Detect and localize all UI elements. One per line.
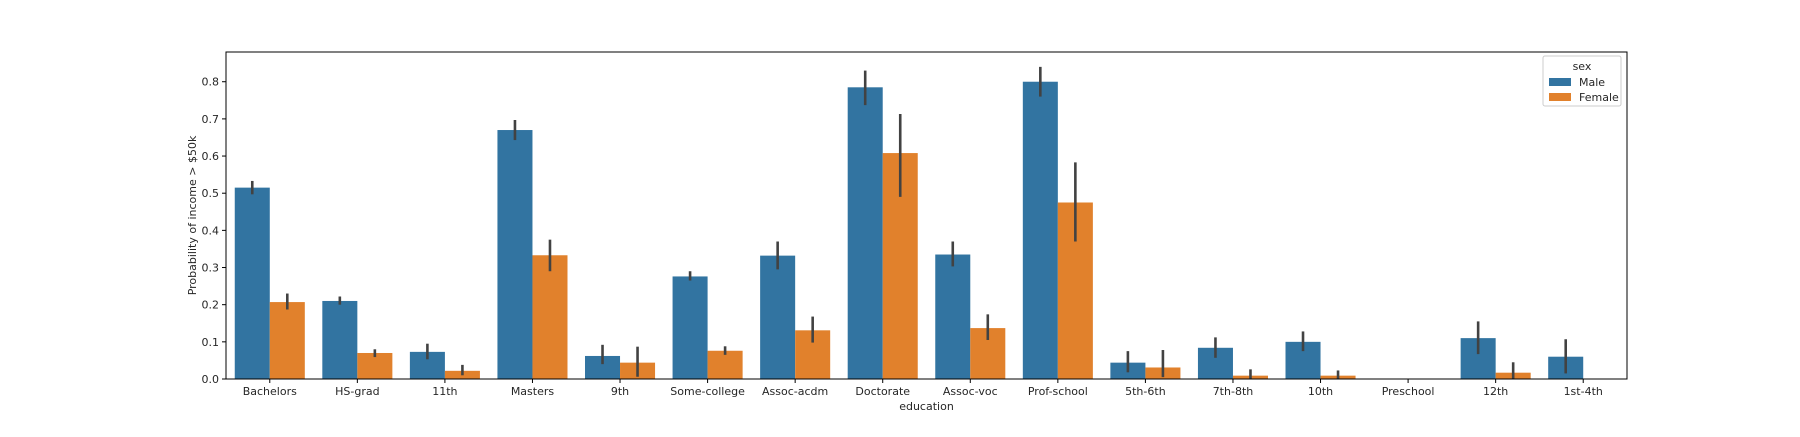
x-tick-label: Preschool [1382,385,1435,398]
bar-female-masters [532,255,568,379]
bar-female-bachelors [269,302,305,379]
x-tick-label: Bachelors [243,385,297,398]
y-tick-label: 0.4 [202,224,220,237]
bar-male-assoc-voc [935,254,971,379]
y-axis: 0.0 0.1 0.2 0.3 0.4 0.5 0.6 0.7 0.8 [202,76,226,386]
x-tick-label: 5th-6th [1125,385,1166,398]
x-tick-label: Assoc-acdm [762,385,828,398]
y-tick-label: 0.0 [202,373,220,386]
x-tick-label: HS-grad [335,385,379,398]
x-tick-label: Some-college [670,385,745,398]
y-tick-label: 0.8 [202,76,220,89]
x-tick-label: 10th [1308,385,1333,398]
bar-male-masters [497,130,533,379]
x-tick-label: Doctorate [855,385,910,398]
x-tick-label: 11th [432,385,457,398]
bar-male-some-college [672,276,708,379]
bars-layer [234,81,1584,380]
bar-male-doctorate [847,87,883,379]
bar-female-some-college [707,350,743,379]
y-tick-label: 0.3 [202,262,220,275]
bar-male-bachelors [234,187,270,379]
y-tick-label: 0.7 [202,113,220,126]
legend: sex Male Female [1542,55,1622,107]
x-axis: Bachelors HS-grad 11th Masters 9th Some-colle… [243,379,1603,398]
y-tick-label: 0.6 [202,150,220,163]
bar-male-assoc-acdm [760,255,796,379]
bar-male-hs-grad [322,300,358,379]
x-tick-label: 12th [1483,385,1508,398]
x-axis-label: education [899,400,954,413]
legend-title: sex [1573,60,1592,73]
y-tick-label: 0.1 [202,336,220,349]
y-tick-label: 0.5 [202,187,220,200]
x-tick-label: 9th [611,385,629,398]
x-tick-label: Masters [511,385,555,398]
y-axis-label: Probability of income > $50k [186,135,199,295]
plot-frame [225,51,1628,380]
x-tick-label: Prof-school [1028,385,1088,398]
legend-label-female: Female [1579,91,1619,104]
x-tick-label: Assoc-voc [943,385,998,398]
legend-swatch-female [1549,93,1571,101]
error-bars-layer [250,66,1568,379]
x-tick-label: 7th-8th [1213,385,1254,398]
bar-male-prof-school [1022,81,1058,380]
bar-female-hs-grad [357,352,393,379]
legend-items: Male Female [1549,76,1619,104]
legend-label-male: Male [1579,76,1605,89]
x-tick-label: 1st-4th [1564,385,1603,398]
bar-male-9th [585,355,621,379]
legend-swatch-male [1549,78,1571,86]
y-tick-label: 0.2 [202,299,220,312]
